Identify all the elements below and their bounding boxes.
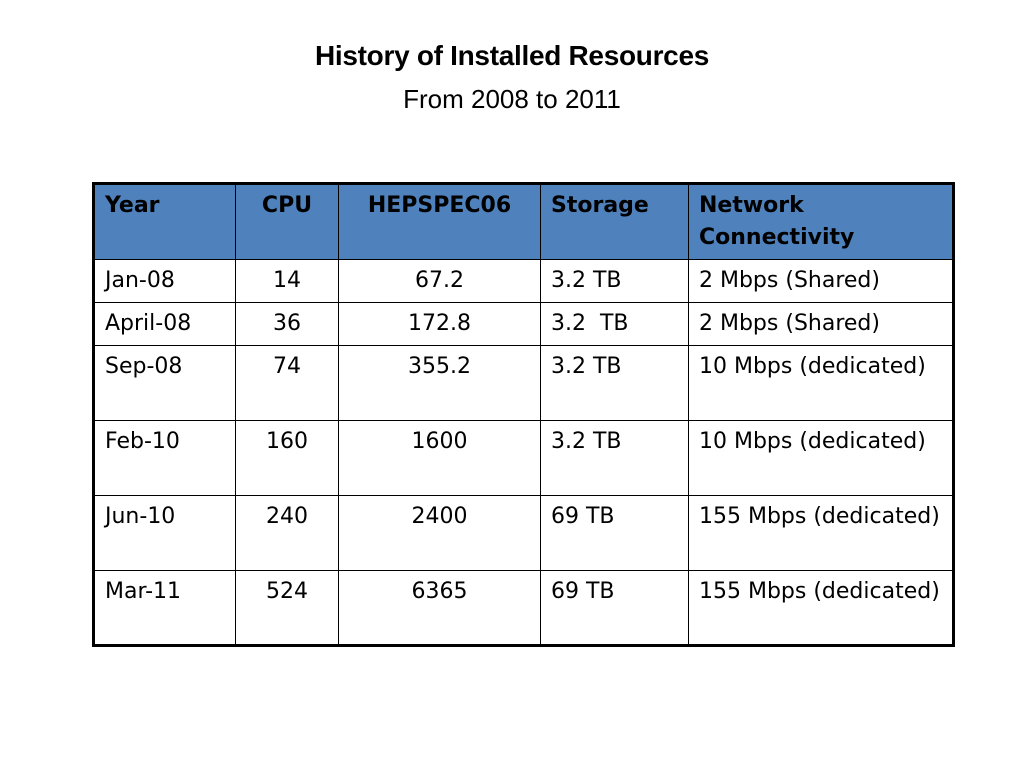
cell-cpu: 14	[235, 259, 339, 303]
cell-network: 2 Mbps (Shared)	[688, 259, 954, 303]
cell-cpu: 524	[235, 570, 339, 646]
table-row: Feb-10 160 1600 3.2 TB 10 Mbps (dedicate…	[93, 420, 954, 496]
cell-cpu: 160	[235, 420, 339, 496]
cell-storage: 3.2 TB	[540, 420, 689, 496]
cell-hepspec06: 172.8	[338, 302, 541, 346]
cell-year: Mar-11	[93, 570, 236, 646]
cell-year: Sep-08	[93, 345, 236, 421]
cell-hepspec06: 1600	[338, 420, 541, 496]
cell-storage: 69 TB	[540, 570, 689, 646]
header-year: Year	[93, 183, 236, 260]
cell-storage: 69 TB	[540, 495, 689, 571]
cell-year: April-08	[93, 302, 236, 346]
cell-storage: 3.2 TB	[540, 259, 689, 303]
table-row: April-08 36 172.8 3.2 TB 2 Mbps (Shared)	[93, 302, 954, 346]
cell-hepspec06: 6365	[338, 570, 541, 646]
cell-hepspec06: 355.2	[338, 345, 541, 421]
resources-table: Year CPU HEPSPEC06 Storage Network Conne…	[92, 182, 955, 647]
cell-cpu: 74	[235, 345, 339, 421]
table-row: Mar-11 524 6365 69 TB 155 Mbps (dedicate…	[93, 570, 954, 646]
cell-cpu: 240	[235, 495, 339, 571]
header-hepspec06: HEPSPEC06	[338, 183, 541, 260]
cell-network: 2 Mbps (Shared)	[688, 302, 954, 346]
cell-hepspec06: 2400	[338, 495, 541, 571]
table-row: Jun-10 240 2400 69 TB 155 Mbps (dedicate…	[93, 495, 954, 571]
header-storage: Storage	[540, 183, 689, 260]
cell-hepspec06: 67.2	[338, 259, 541, 303]
cell-year: Feb-10	[93, 420, 236, 496]
cell-network: 10 Mbps (dedicated)	[688, 420, 954, 496]
cell-network: 10 Mbps (dedicated)	[688, 345, 954, 421]
cell-network: 155 Mbps (dedicated)	[688, 570, 954, 646]
cell-year: Jun-10	[93, 495, 236, 571]
cell-year: Jan-08	[93, 259, 236, 303]
table-row: Sep-08 74 355.2 3.2 TB 10 Mbps (dedicate…	[93, 345, 954, 421]
page-subtitle: From 2008 to 2011	[403, 84, 621, 114]
header-network-connectivity: Network Connectivity	[688, 183, 954, 260]
table-row: Jan-08 14 67.2 3.2 TB 2 Mbps (Shared)	[93, 259, 954, 303]
header-cpu: CPU	[235, 183, 339, 260]
cell-cpu: 36	[235, 302, 339, 346]
cell-network: 155 Mbps (dedicated)	[688, 495, 954, 571]
table-header-row: Year CPU HEPSPEC06 Storage Network Conne…	[93, 183, 954, 260]
page-title: History of Installed Resources	[314, 40, 709, 71]
cell-storage: 3.2 TB	[540, 345, 689, 421]
cell-storage: 3.2 TB	[540, 302, 689, 346]
